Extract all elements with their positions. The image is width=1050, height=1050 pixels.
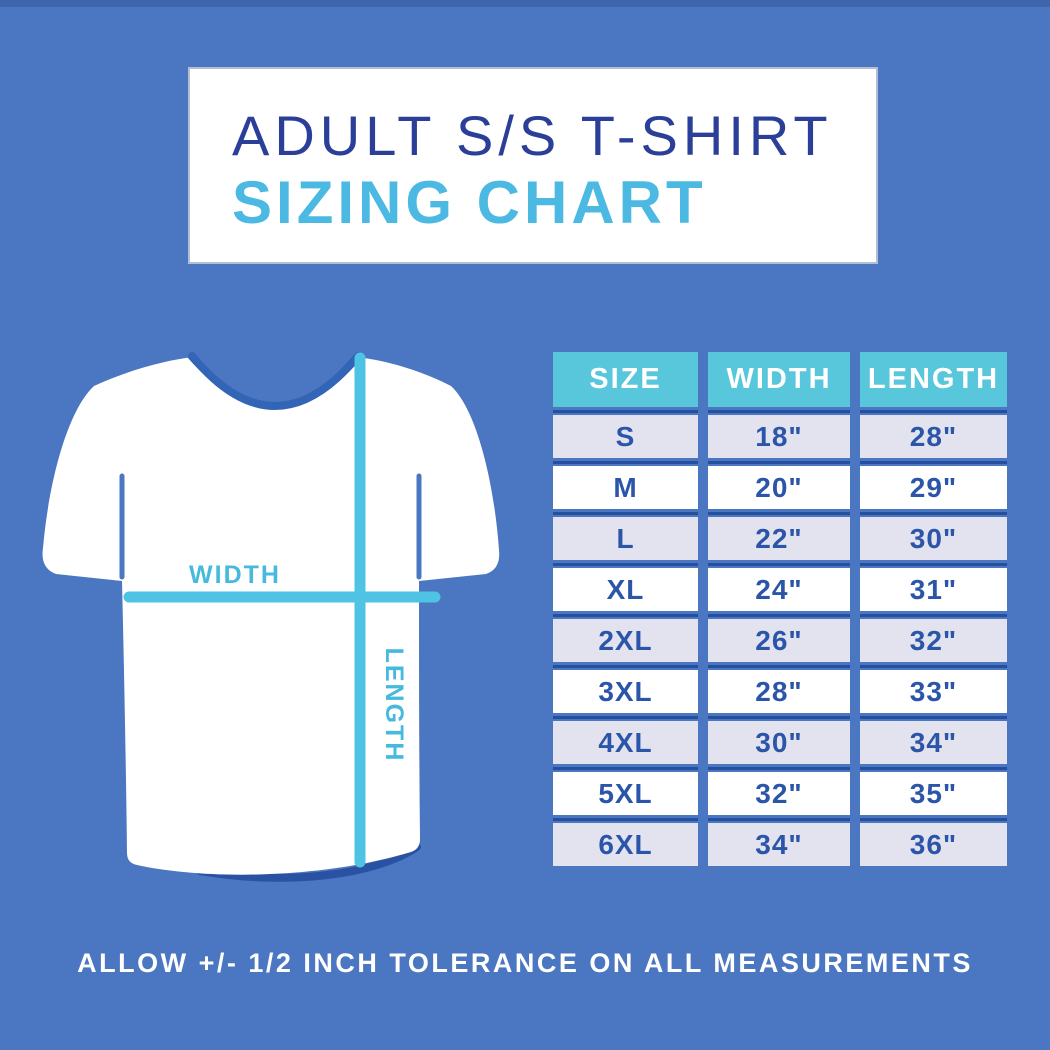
- row-divider: [708, 613, 850, 617]
- title-line2: SIZING CHART: [232, 169, 707, 236]
- top-edge-shade: [0, 0, 1050, 7]
- tolerance-note: ALLOW +/- 1/2 INCH TOLERANCE ON ALL MEAS…: [77, 948, 973, 978]
- table-cell: 33": [860, 670, 1007, 713]
- row-divider: [860, 511, 1007, 515]
- row-divider: [553, 817, 698, 821]
- table-cell: 32": [708, 772, 850, 815]
- table-cell: M: [553, 466, 698, 509]
- row-divider: [708, 460, 850, 464]
- row-divider: [708, 511, 850, 515]
- table-header-cell: LENGTH: [860, 352, 1007, 407]
- table-cell: XL: [553, 568, 698, 611]
- table-cell: 3XL: [553, 670, 698, 713]
- row-divider: [860, 664, 1007, 668]
- table-cell: 28": [860, 415, 1007, 458]
- table-cell: 18": [708, 415, 850, 458]
- row-divider: [860, 613, 1007, 617]
- table-cell: S: [553, 415, 698, 458]
- table-cell: 22": [708, 517, 850, 560]
- size-table: SIZE S M L XL 2XL 3XL 4XL 5XL 6XL WIDTH 18" 20" 22" 24…: [553, 352, 1007, 866]
- table-cell: 28": [708, 670, 850, 713]
- title-line1: ADULT S/S T-SHIRT: [232, 104, 833, 167]
- row-divider: [708, 766, 850, 770]
- tshirt-silhouette: [42, 357, 500, 875]
- row-divider: [708, 409, 850, 413]
- table-header-cell: SIZE: [553, 352, 698, 407]
- row-divider: [708, 562, 850, 566]
- hem-shadow: [196, 843, 421, 882]
- tshirt-diagram: WIDTH LENGTH: [42, 347, 500, 882]
- row-divider: [553, 460, 698, 464]
- table-cell: 34": [860, 721, 1007, 764]
- table-cell: 30": [708, 721, 850, 764]
- table-cell: 4XL: [553, 721, 698, 764]
- width-label: WIDTH: [189, 561, 281, 589]
- table-cell: 6XL: [553, 823, 698, 866]
- table-cell: 29": [860, 466, 1007, 509]
- table-header-cell: WIDTH: [708, 352, 850, 407]
- row-divider: [860, 409, 1007, 413]
- row-divider: [860, 715, 1007, 719]
- length-label: LENGTH: [380, 648, 408, 763]
- row-divider: [860, 562, 1007, 566]
- row-divider: [860, 460, 1007, 464]
- collar-outline: [188, 352, 362, 410]
- table-cell: 30": [860, 517, 1007, 560]
- table-cell: 36": [860, 823, 1007, 866]
- table-column: WIDTH 18" 20" 22" 24" 26" 28" 30" 32" 34": [708, 352, 850, 866]
- table-cell: 2XL: [553, 619, 698, 662]
- row-divider: [553, 511, 698, 515]
- row-divider: [708, 664, 850, 668]
- table-column: SIZE S M L XL 2XL 3XL 4XL 5XL 6XL: [553, 352, 698, 866]
- row-divider: [553, 715, 698, 719]
- row-divider: [860, 817, 1007, 821]
- row-divider: [553, 664, 698, 668]
- table-cell: 35": [860, 772, 1007, 815]
- table-cell: L: [553, 517, 698, 560]
- row-divider: [708, 817, 850, 821]
- table-cell: 5XL: [553, 772, 698, 815]
- table-cell: 34": [708, 823, 850, 866]
- table-cell: 31": [860, 568, 1007, 611]
- row-divider: [553, 409, 698, 413]
- row-divider: [553, 613, 698, 617]
- header-card: ADULT S/S T-SHIRT SIZING CHART: [188, 67, 878, 264]
- row-divider: [708, 715, 850, 719]
- row-divider: [860, 766, 1007, 770]
- row-divider: [553, 562, 698, 566]
- table-cell: 24": [708, 568, 850, 611]
- row-divider: [553, 766, 698, 770]
- table-column: LENGTH 28" 29" 30" 31" 32" 33" 34" 35" 36": [860, 352, 1007, 866]
- table-cell: 20": [708, 466, 850, 509]
- table-cell: 32": [860, 619, 1007, 662]
- table-cell: 26": [708, 619, 850, 662]
